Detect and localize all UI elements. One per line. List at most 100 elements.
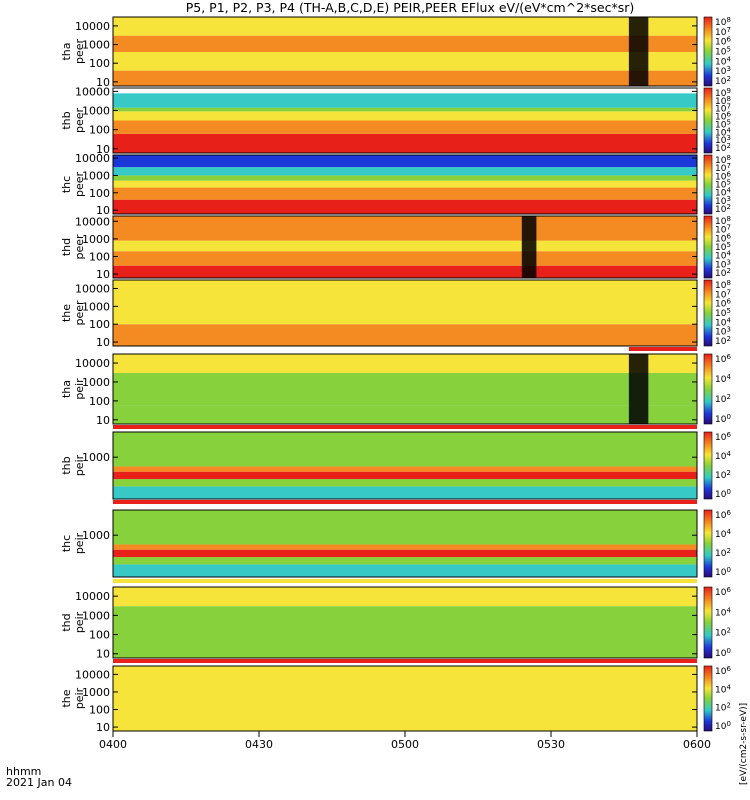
colorbar-scale <box>703 87 713 154</box>
panel-label-probe: tha <box>60 42 73 60</box>
y-tick-label: 10000 <box>75 85 110 98</box>
band-tha-peir-2 <box>113 354 697 373</box>
band-thb-peir-4 <box>113 432 697 467</box>
y-tick-label: 100 <box>89 187 110 200</box>
colorbar-thc-peir: 106 104 102 100 <box>703 509 731 578</box>
panel-frame <box>112 279 698 347</box>
band-tha-peir-1 <box>113 372 697 406</box>
band-thc-peer-3 <box>113 175 697 181</box>
gap-tha-peir-0 <box>628 354 649 424</box>
band-thd-peer-1 <box>113 251 697 266</box>
panel-label-species: peer <box>73 234 86 260</box>
band-thb-peer-0 <box>113 133 697 153</box>
x-tick-label: 0400 <box>99 738 127 751</box>
panel-label-probe: thb <box>60 111 73 129</box>
panel-tha-peer: 10000 1000 100 10 tha peer 1081071061051041031… <box>60 16 731 89</box>
panel-label-species: peir <box>73 687 86 709</box>
y-tick-label: 10 <box>96 648 110 661</box>
panel-label-species: peir <box>73 454 86 476</box>
y-tick-label: 10000 <box>75 152 110 165</box>
colorbar-tick-label: 104 <box>715 450 731 462</box>
colorbar-tick-label: 102 <box>715 469 731 481</box>
colorbar-tick-label: 104 <box>715 528 731 540</box>
band-thc-peir-2 <box>113 549 697 558</box>
status-bar-thc-peir <box>113 579 697 583</box>
band-thb-peer-1 <box>113 120 697 134</box>
panel-the-peer: 10000 1000 100 10 the peer 1081071061051041031… <box>60 279 731 349</box>
band-tha-peir-0 <box>113 405 697 424</box>
panel-label-probe: the <box>60 304 73 322</box>
y-tick-label: 10000 <box>75 20 110 33</box>
y-tick-label: 10000 <box>75 283 110 296</box>
band-thc-peir-4 <box>113 510 697 545</box>
colorbar-tick-label: 102 <box>715 627 731 639</box>
colorbar-scale <box>703 215 713 279</box>
y-tick-label: 1000 <box>82 233 110 246</box>
band-thc-peer-0 <box>113 199 697 214</box>
y-tick-label: 1000 <box>82 451 110 464</box>
colorbar-scale <box>703 353 713 425</box>
y-tick-label: 1000 <box>82 529 110 542</box>
colorbar-tick-label: 102 <box>715 335 731 347</box>
colorbar-thd-peir: 106 104 102 100 <box>703 586 731 659</box>
panel-frame <box>112 353 698 425</box>
panel-thb-peir: 1000 thb peir 106 104 102 100 <box>60 431 731 500</box>
panel-label-probe: the <box>60 689 73 707</box>
colorbar-tick-label: 102 <box>715 142 731 154</box>
y-tick-label: 1000 <box>82 609 110 622</box>
y-tick-label: 1000 <box>82 104 110 117</box>
colorbar-scale <box>703 279 713 347</box>
panel-label-species: peer <box>73 39 86 65</box>
band-tha-peer-1 <box>113 51 697 71</box>
panel-label-species: peir <box>73 611 86 633</box>
colorbar-scale <box>703 586 713 659</box>
colorbar-tick-label: 102 <box>715 547 731 559</box>
colorbar-tick-label: 106 <box>715 353 731 365</box>
panel-thd-peir: 10000 1000 100 10 thd peir 106 104 102 100 <box>60 586 731 661</box>
band-thb-peer-3 <box>113 107 697 112</box>
band-thb-peer-2 <box>113 111 697 121</box>
panel-label-probe: thb <box>60 456 73 474</box>
colorbar-tick-label: 100 <box>715 413 731 425</box>
status-bar-thb-peir <box>113 500 697 504</box>
y-tick-label: 10 <box>96 204 110 217</box>
band-thb-peer-4 <box>113 93 697 108</box>
band-thb-peir-0 <box>113 486 697 499</box>
gap-tha-peer-0 <box>628 17 649 86</box>
colorbar-tick-label: 104 <box>715 373 731 385</box>
band-thc-peer-2 <box>113 180 697 188</box>
panel-thb-peer: 10000 1000 100 10 thb peer 1091081071061051041… <box>60 85 731 155</box>
colorbar-tick-label: 102 <box>715 75 731 87</box>
panel-label-species: peer <box>73 300 86 326</box>
time-axis-label: hhmm <box>6 765 41 778</box>
y-tick-label: 10000 <box>75 668 110 681</box>
colorbar-label: [eV/(cm2-s-sr-eV)] <box>739 703 749 785</box>
status-bar-the-peir <box>113 659 697 663</box>
y-tick-label: 10 <box>96 336 110 349</box>
colorbar-tick-label: 102 <box>715 203 731 215</box>
colorbar-scale <box>703 509 713 578</box>
band-tha-peer-3 <box>113 17 697 36</box>
colorbar-scale <box>703 16 713 87</box>
panel-tha-peir: 10000 1000 100 10 tha peir 106 104 102 100 <box>60 353 731 427</box>
panel-label-species: peer <box>73 108 86 134</box>
panel-label-species: peir <box>73 378 86 400</box>
colorbar-thb-peir: 106 104 102 100 <box>703 431 731 500</box>
band-thc-peir-0 <box>113 564 697 577</box>
band-thc-peer-4 <box>113 167 697 176</box>
y-tick-label: 1000 <box>82 686 110 699</box>
panel-frame <box>112 431 698 500</box>
x-tick-label: 0430 <box>245 738 273 751</box>
colorbar-tick-label: 106 <box>715 586 731 598</box>
panel-frame <box>112 215 698 279</box>
colorbar-tick-label: 100 <box>715 488 731 500</box>
y-tick-label: 100 <box>89 629 110 642</box>
y-tick-label: 10 <box>96 268 110 281</box>
panel-label-probe: tha <box>60 380 73 398</box>
band-thd-peer-0 <box>113 265 697 278</box>
colorbar-tick-label: 104 <box>715 606 731 618</box>
gap-thd-peer-0 <box>521 216 537 278</box>
